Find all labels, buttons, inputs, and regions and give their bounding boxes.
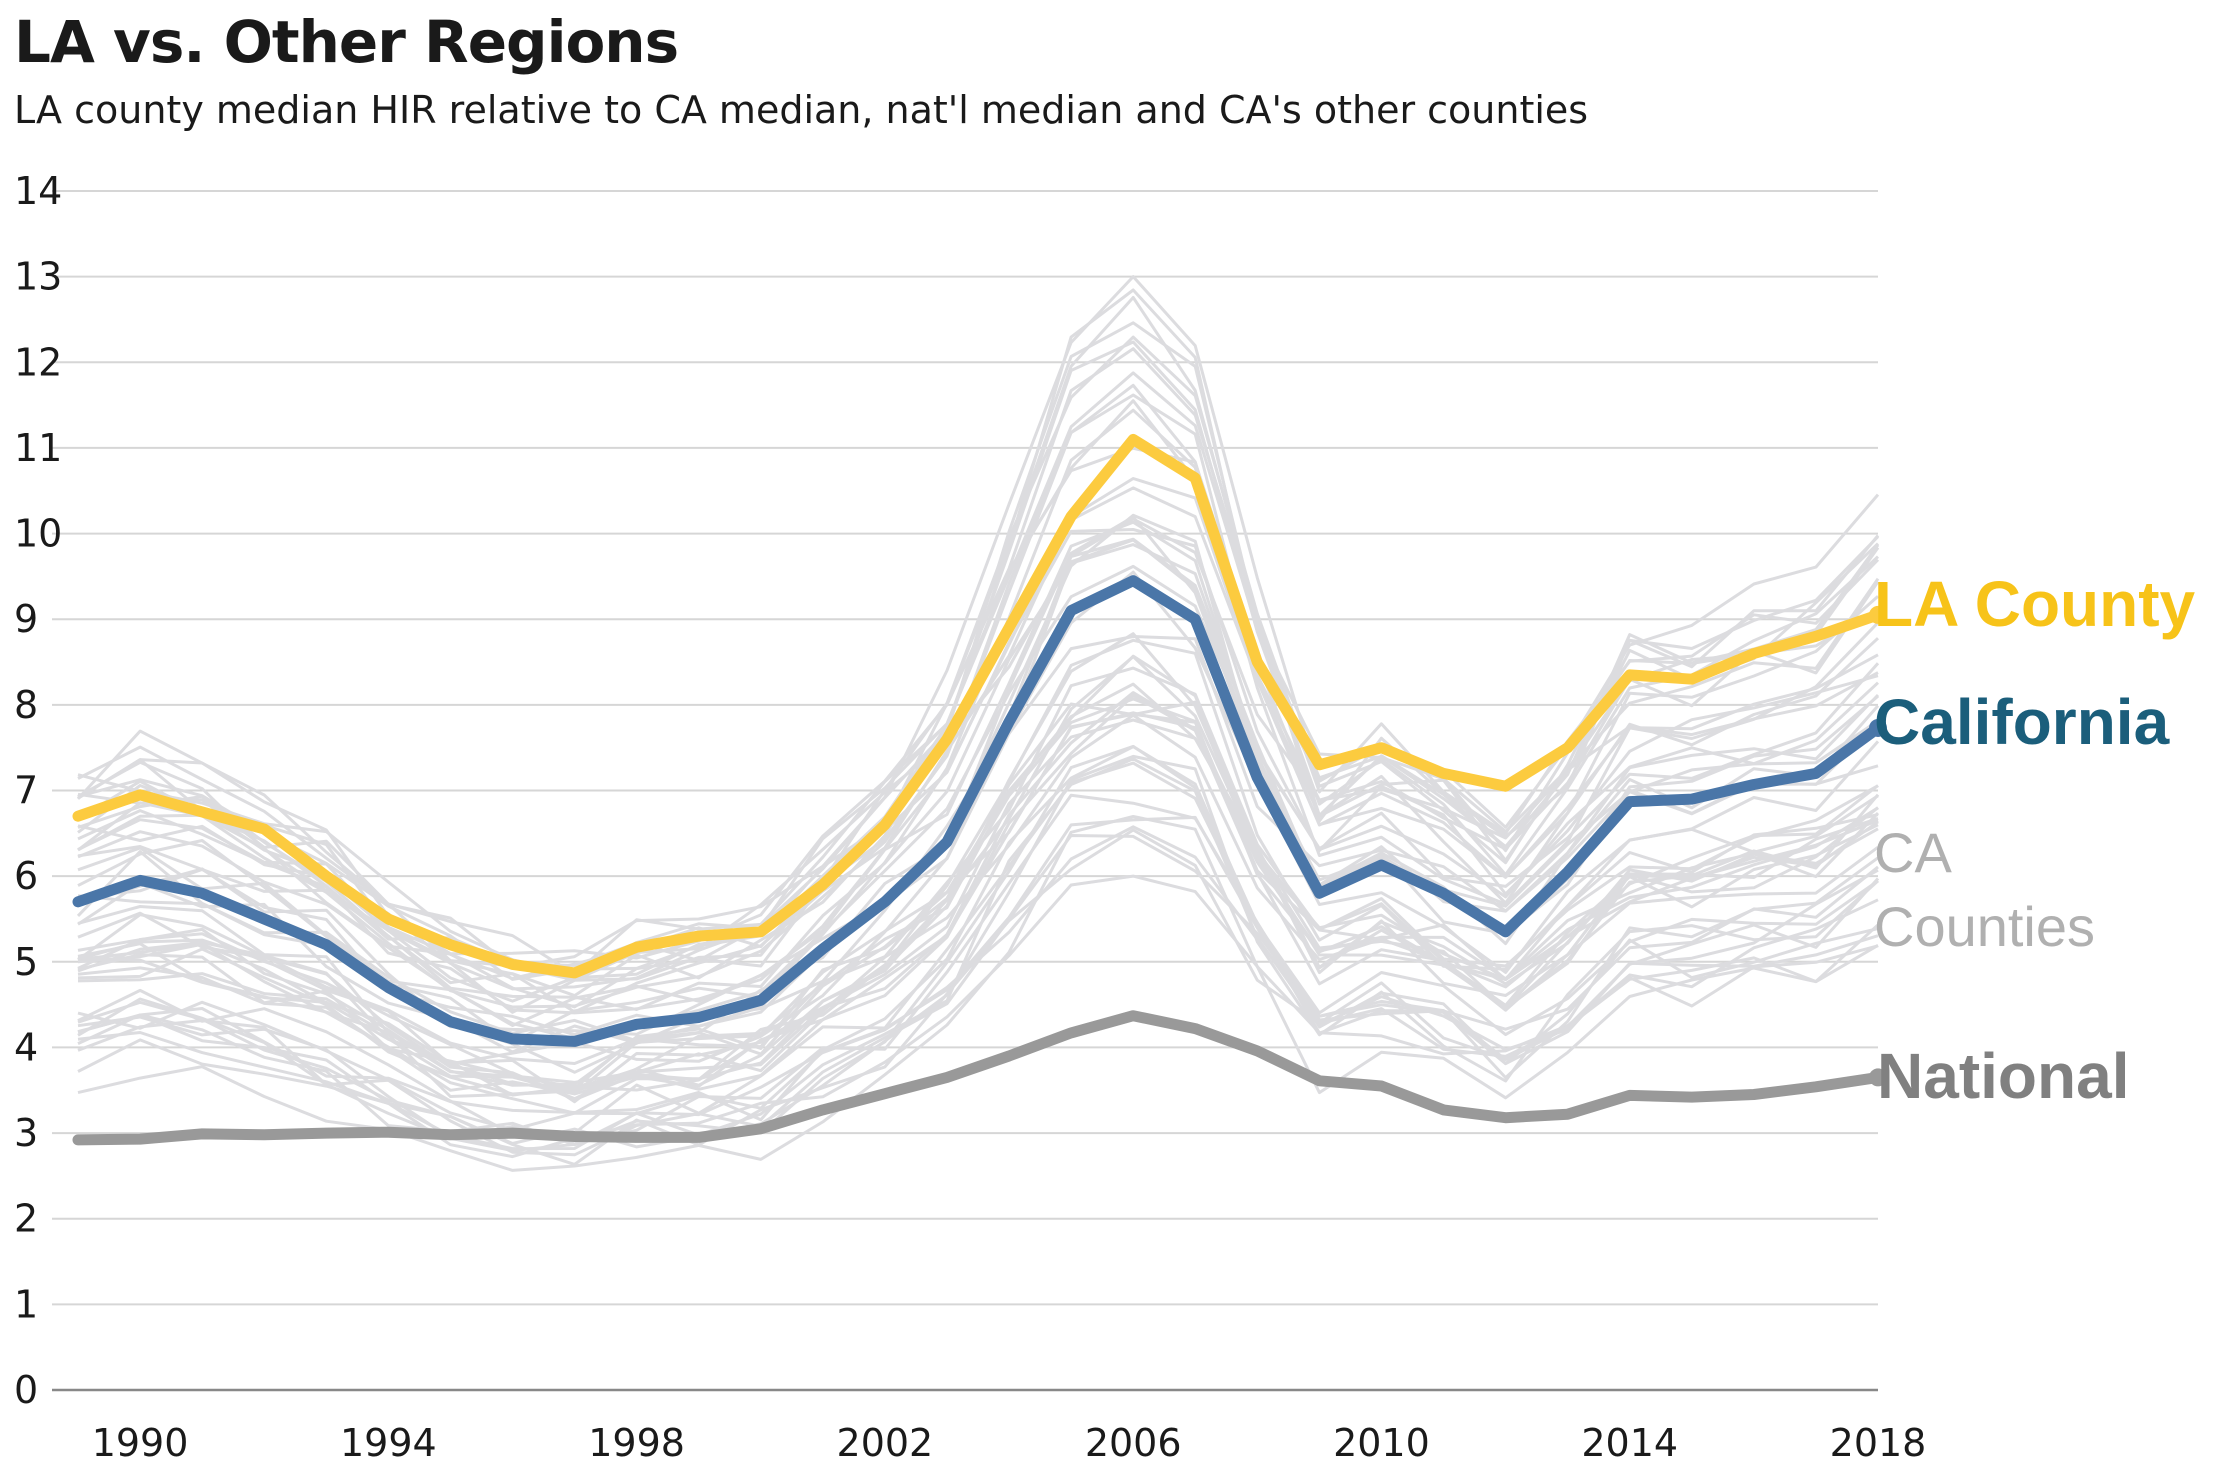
ca-county-line	[77, 654, 1879, 1087]
ca-counties-label-line2: Counties	[1874, 895, 2095, 958]
y-tick-label: 12	[14, 340, 62, 384]
ca-county-line	[77, 321, 1880, 998]
california-endpoint	[1869, 718, 1887, 737]
y-tick-label: 10	[14, 512, 62, 556]
ca-county-line	[77, 745, 1879, 1122]
ca-county-line	[77, 761, 1879, 1136]
x-tick-label: 1990	[92, 1421, 189, 1465]
y-tick-label: 1	[14, 1282, 38, 1326]
y-tick-label: 9	[14, 597, 38, 641]
y-tick-label: 11	[14, 426, 62, 470]
chart-title: LA vs. Other Regions	[14, 8, 679, 76]
x-tick-label: 2010	[1333, 1421, 1430, 1465]
y-tick-label: 13	[14, 255, 62, 299]
ca-county-line	[77, 828, 1880, 1166]
y-tick-label: 2	[14, 1197, 38, 1241]
ca-county-line	[77, 815, 1879, 1132]
chart-subtitle: LA county median HIR relative to CA medi…	[14, 88, 1589, 132]
la-county-endpoint	[1869, 605, 1887, 624]
ca-county-line	[77, 564, 1879, 1041]
national-line	[72, 1010, 1884, 1146]
main-series-group	[72, 433, 1887, 1146]
x-tick-label: 2018	[1830, 1421, 1927, 1465]
ca-county-line	[77, 383, 1879, 1009]
ca-counties-series-group	[76, 275, 1880, 1172]
y-tick-label: 6	[14, 854, 38, 898]
national-endpoint	[1869, 1068, 1887, 1087]
national-label: National	[1877, 1040, 2129, 1112]
series-labels: LA County California CA Counties National	[1874, 568, 2196, 1112]
california-line	[72, 575, 1884, 1047]
ca-county-line	[77, 754, 1880, 1149]
x-tick-label: 2006	[1085, 1421, 1182, 1465]
x-tick-label: 2002	[837, 1421, 934, 1465]
ca-county-line	[77, 718, 1879, 1097]
ca-county-line	[77, 744, 1879, 1147]
ca-county-line	[77, 691, 1879, 1089]
ca-county-line	[77, 638, 1879, 1102]
ca-county-line	[77, 713, 1879, 1084]
x-tick-label: 1994	[340, 1421, 437, 1465]
y-tick-label: 7	[14, 769, 38, 813]
la-county-line	[72, 433, 1884, 979]
california-label: California	[1874, 686, 2170, 758]
ca-county-line	[77, 697, 1880, 1104]
y-tick-label: 14	[14, 169, 62, 213]
y-tick-label: 5	[14, 940, 38, 984]
ca-counties-label-line1: CA	[1874, 821, 1952, 884]
y-tick-label: 4	[14, 1025, 38, 1069]
la-county-label: LA County	[1874, 568, 2196, 640]
y-tick-label: 8	[14, 683, 38, 727]
y-tick-label: 0	[14, 1368, 38, 1412]
y-tick-label: 3	[14, 1111, 38, 1155]
x-tick-label: 1998	[588, 1421, 685, 1465]
x-tick-label: 2014	[1581, 1421, 1678, 1465]
